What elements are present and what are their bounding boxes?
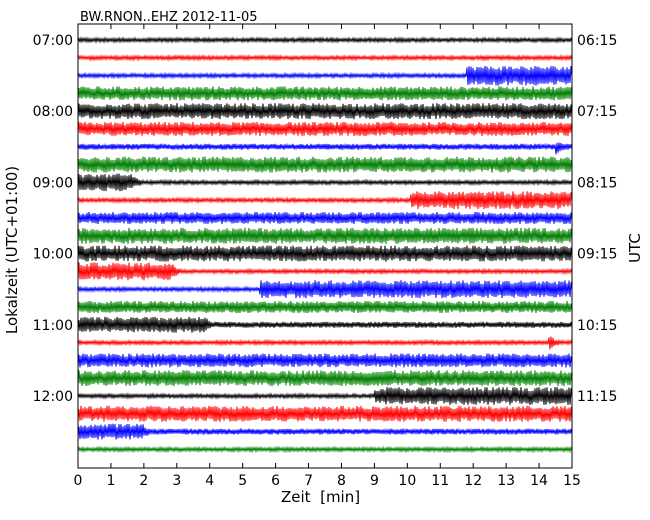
y-tick-label-right: 09:15 (577, 247, 617, 263)
x-tick-label: 1 (106, 473, 115, 489)
y-tick-label-right: 08:15 (577, 175, 617, 191)
trace-line-5 (77, 121, 573, 137)
trace-line-21 (77, 405, 573, 422)
y-tick-label-left: 10:00 (33, 247, 73, 263)
x-tick-label: 10 (398, 473, 416, 489)
x-tick-label: 8 (337, 473, 346, 489)
x-tick-label: 9 (370, 473, 379, 489)
y-tick-label-right: 11:15 (577, 389, 617, 405)
trace-line-11 (77, 227, 573, 244)
y-tick-label-left: 07:00 (33, 33, 73, 49)
trace-line-20 (77, 386, 573, 406)
x-tick-label: 12 (464, 473, 482, 489)
trace-line-2 (77, 65, 573, 86)
chart-title: BW.RNON..EHZ 2012-11-05 (80, 10, 258, 25)
x-tick-label: 7 (304, 473, 313, 489)
trace-line-15 (77, 300, 573, 314)
y2-axis-label: UTC (626, 233, 644, 263)
trace-line-1 (77, 53, 573, 62)
y-axis-label: Lokalzeit (UTC+01:00) (3, 165, 21, 335)
trace-line-4 (77, 103, 573, 120)
x-tick-label: 3 (172, 473, 181, 489)
trace-group (77, 36, 573, 454)
y-tick-label-right: 06:15 (577, 33, 617, 49)
y-tick-label-right: 07:15 (577, 104, 617, 120)
x-tick-label: 5 (238, 473, 247, 489)
y-tick-label-left: 12:00 (33, 389, 73, 405)
trace-line-16 (77, 316, 573, 333)
x-tick-label: 4 (205, 473, 214, 489)
plot-frame (77, 23, 573, 469)
trace-line-0 (77, 36, 573, 44)
trace-line-6 (77, 142, 573, 155)
trace-line-10 (77, 211, 573, 225)
trace-line-13 (77, 262, 573, 281)
x-tick-label: 13 (497, 473, 515, 489)
trace-line-12 (77, 245, 573, 262)
trace-line-14 (77, 280, 573, 299)
y-tick-label-left: 11:00 (33, 318, 73, 334)
x-tick-label: 2 (139, 473, 148, 489)
trace-line-7 (77, 156, 573, 173)
trace-line-17 (77, 336, 573, 350)
trace-line-9 (77, 191, 573, 210)
trace-line-8 (77, 173, 573, 192)
y-tick-label-left: 09:00 (33, 175, 73, 191)
trace-line-18 (77, 353, 573, 368)
trace-line-3 (77, 86, 573, 101)
x-tick-label: 6 (271, 473, 280, 489)
tick-group: 0 1 2 3 4 5 6 7 8 9 10 11 12 13 14 1507:0008:0009:0010:… (33, 24, 617, 489)
trace-line-23 (77, 445, 573, 454)
x-axis-label: Zeit [min] (281, 488, 361, 506)
y-tick-label-right: 10:15 (577, 318, 617, 334)
x-tick-label: 0 (74, 473, 83, 489)
trace-line-22 (77, 423, 573, 440)
x-tick-label: 14 (530, 473, 548, 489)
x-tick-label: 15 (563, 473, 581, 489)
y-tick-label-left: 08:00 (33, 104, 73, 120)
x-tick-label: 11 (431, 473, 449, 489)
trace-line-19 (77, 370, 573, 387)
